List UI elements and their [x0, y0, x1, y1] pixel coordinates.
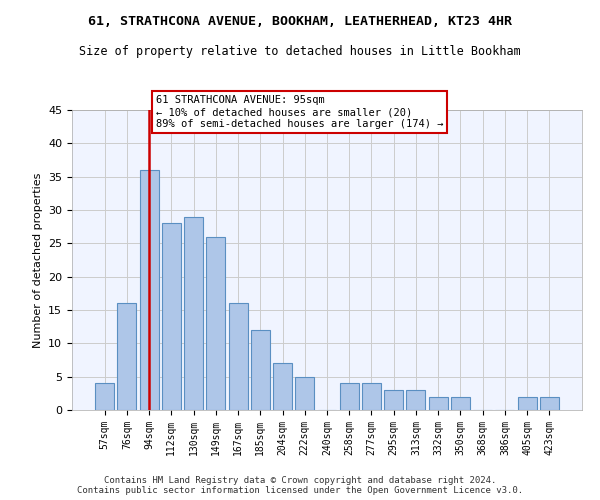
- Text: 61 STRATHCONA AVENUE: 95sqm
← 10% of detached houses are smaller (20)
89% of sem: 61 STRATHCONA AVENUE: 95sqm ← 10% of det…: [156, 96, 443, 128]
- Bar: [118, 304, 136, 410]
- Text: Size of property relative to detached houses in Little Bookham: Size of property relative to detached ho…: [79, 45, 521, 58]
- Text: Contains HM Land Registry data © Crown copyright and database right 2024.
Contai: Contains HM Land Registry data © Crown c…: [77, 476, 523, 495]
- Bar: [162, 224, 181, 410]
- Bar: [451, 396, 470, 410]
- Bar: [384, 390, 403, 410]
- Bar: [540, 396, 559, 410]
- Bar: [229, 304, 248, 410]
- Bar: [362, 384, 381, 410]
- Bar: [251, 330, 270, 410]
- Text: 61, STRATHCONA AVENUE, BOOKHAM, LEATHERHEAD, KT23 4HR: 61, STRATHCONA AVENUE, BOOKHAM, LEATHERH…: [88, 15, 512, 28]
- Y-axis label: Number of detached properties: Number of detached properties: [32, 172, 43, 348]
- Bar: [184, 216, 203, 410]
- Bar: [95, 384, 114, 410]
- Bar: [295, 376, 314, 410]
- Bar: [140, 170, 158, 410]
- Bar: [340, 384, 359, 410]
- Bar: [518, 396, 536, 410]
- Bar: [429, 396, 448, 410]
- Bar: [206, 236, 225, 410]
- Bar: [273, 364, 292, 410]
- Bar: [406, 390, 425, 410]
